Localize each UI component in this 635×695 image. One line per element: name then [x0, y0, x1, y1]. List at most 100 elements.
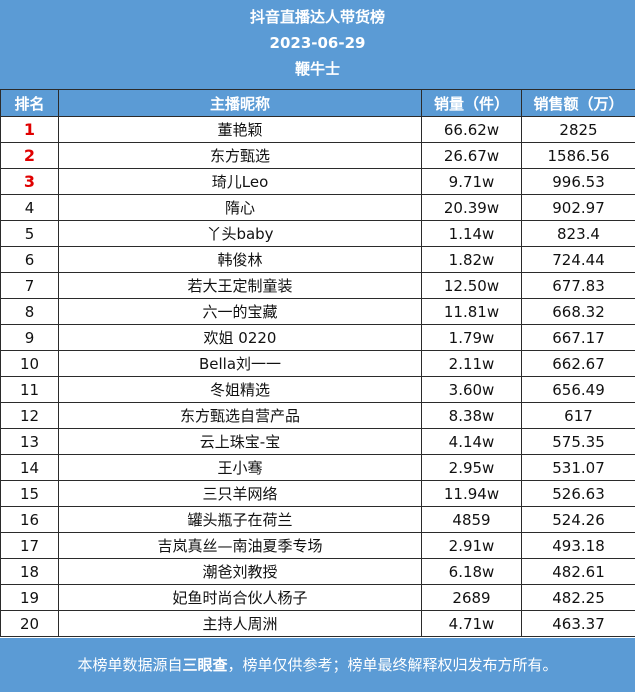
ranking-header: 抖音直播达人带货榜 2023-06-29 鞭牛士 — [0, 0, 635, 89]
rank-cell: 5 — [0, 220, 59, 247]
rank-cell: 7 — [0, 272, 59, 299]
streamer-name-cell: 云上珠宝-宝 — [58, 428, 422, 455]
sales-amount-cell: 526.63 — [521, 480, 635, 507]
rank-cell: 16 — [0, 506, 59, 533]
rank-cell: 4 — [0, 194, 59, 221]
rank-cell: 2 — [0, 142, 59, 169]
sales-amount-cell: 463.37 — [521, 610, 635, 637]
ranking-rows: 1 董艳颖 66.62w 2825 2 东方甄选 26.67w 1586.56 3 琦儿Leo 9.… — [0, 116, 635, 637]
streamer-name-cell: 主持人周洲 — [58, 610, 422, 637]
sales-amount-cell: 724.44 — [521, 246, 635, 273]
column-header-rank: 排名 — [0, 89, 59, 117]
sales-amount-cell: 524.26 — [521, 506, 635, 533]
rank-cell: 14 — [0, 454, 59, 481]
footer-source: 三眼查 — [182, 656, 228, 674]
sales-volume-cell: 12.50w — [421, 272, 522, 299]
footer-note: 本榜单数据源自三眼查，榜单仅供参考；榜单最终解释权归发布方所有。 — [0, 638, 635, 692]
sales-amount-cell: 667.17 — [521, 324, 635, 351]
sales-amount-cell: 482.61 — [521, 558, 635, 585]
table-row: 20 主持人周洲 4.71w 463.37 — [0, 610, 635, 637]
sales-volume-cell: 2.95w — [421, 454, 522, 481]
rank-cell: 11 — [0, 376, 59, 403]
rank-cell: 12 — [0, 402, 59, 429]
table-row: 10 Bella刘一一 2.11w 662.67 — [0, 350, 635, 377]
rank-cell: 15 — [0, 480, 59, 507]
publisher-name: 鞭牛士 — [294, 60, 340, 78]
sales-volume-cell: 2.11w — [421, 350, 522, 377]
column-header-volume: 销量（件） — [421, 89, 522, 117]
sales-amount-cell: 677.83 — [521, 272, 635, 299]
sales-amount-cell: 575.35 — [521, 428, 635, 455]
table-row: 5 丫头baby 1.14w 823.4 — [0, 220, 635, 247]
streamer-name-cell: 三只羊网络 — [58, 480, 422, 507]
sales-amount-cell: 531.07 — [521, 454, 635, 481]
ranking-title: 抖音直播达人带货榜 — [249, 8, 385, 26]
rank-cell: 10 — [0, 350, 59, 377]
table-row: 13 云上珠宝-宝 4.14w 575.35 — [0, 428, 635, 455]
ranking-table: 排名 主播昵称 销量（件） 销售额（万） 1 董艳颖 66.62w 2825 2 东方甄选… — [0, 89, 635, 637]
sales-amount-cell: 662.67 — [521, 350, 635, 377]
table-row: 6 韩俊林 1.82w 724.44 — [0, 246, 635, 273]
streamer-name-cell: 隋心 — [58, 194, 422, 221]
rank-cell: 3 — [0, 168, 59, 195]
column-header-sales: 销售额（万） — [521, 89, 635, 117]
streamer-name-cell: 妃鱼时尚合伙人杨子 — [58, 584, 422, 611]
footer-suffix: ，榜单仅供参考；榜单最终解释权归发布方所有。 — [227, 656, 558, 674]
sales-volume-cell: 4.71w — [421, 610, 522, 637]
streamer-name-cell: 欢姐 0220 — [58, 324, 422, 351]
sales-volume-cell: 11.94w — [421, 480, 522, 507]
streamer-name-cell: 丫头baby — [58, 220, 422, 247]
sales-amount-cell: 902.97 — [521, 194, 635, 221]
table-row: 1 董艳颖 66.62w 2825 — [0, 116, 635, 143]
sales-volume-cell: 2689 — [421, 584, 522, 611]
sales-amount-cell: 668.32 — [521, 298, 635, 325]
table-row: 12 东方甄选自营产品 8.38w 617 — [0, 402, 635, 429]
streamer-name-cell: 董艳颖 — [58, 116, 422, 143]
sales-volume-cell: 8.38w — [421, 402, 522, 429]
table-row: 7 若大王定制童装 12.50w 677.83 — [0, 272, 635, 299]
streamer-name-cell: 琦儿Leo — [58, 168, 422, 195]
rank-cell: 19 — [0, 584, 59, 611]
rank-cell: 17 — [0, 532, 59, 559]
sales-volume-cell: 2.91w — [421, 532, 522, 559]
rank-cell: 8 — [0, 298, 59, 325]
streamer-name-cell: 东方甄选 — [58, 142, 422, 169]
sales-amount-cell: 656.49 — [521, 376, 635, 403]
sales-volume-cell: 6.18w — [421, 558, 522, 585]
streamer-name-cell: 东方甄选自营产品 — [58, 402, 422, 429]
table-row: 4 隋心 20.39w 902.97 — [0, 194, 635, 221]
table-row: 3 琦儿Leo 9.71w 996.53 — [0, 168, 635, 195]
rank-cell: 1 — [0, 116, 59, 143]
streamer-name-cell: 王小骞 — [58, 454, 422, 481]
sales-volume-cell: 1.82w — [421, 246, 522, 273]
streamer-name-cell: 潮爸刘教授 — [58, 558, 422, 585]
table-row: 18 潮爸刘教授 6.18w 482.61 — [0, 558, 635, 585]
sales-volume-cell: 4859 — [421, 506, 522, 533]
sales-amount-cell: 1586.56 — [521, 142, 635, 169]
sales-volume-cell: 3.60w — [421, 376, 522, 403]
table-row: 11 冬姐精选 3.60w 656.49 — [0, 376, 635, 403]
rank-cell: 20 — [0, 610, 59, 637]
sales-volume-cell: 20.39w — [421, 194, 522, 221]
streamer-name-cell: 冬姐精选 — [58, 376, 422, 403]
table-header-row: 排名 主播昵称 销量（件） 销售额（万） — [0, 89, 635, 117]
sales-amount-cell: 617 — [521, 402, 635, 429]
rank-cell: 13 — [0, 428, 59, 455]
sales-amount-cell: 823.4 — [521, 220, 635, 247]
sales-amount-cell: 493.18 — [521, 532, 635, 559]
streamer-name-cell: 罐头瓶子在荷兰 — [58, 506, 422, 533]
sales-volume-cell: 1.79w — [421, 324, 522, 351]
table-row: 17 吉岚真丝—南油夏季专场 2.91w 493.18 — [0, 532, 635, 559]
sales-volume-cell: 26.67w — [421, 142, 522, 169]
sales-amount-cell: 2825 — [521, 116, 635, 143]
sales-amount-cell: 482.25 — [521, 584, 635, 611]
footer-prefix: 本榜单数据源自 — [77, 656, 183, 674]
rank-cell: 6 — [0, 246, 59, 273]
sales-volume-cell: 66.62w — [421, 116, 522, 143]
streamer-name-cell: Bella刘一一 — [58, 350, 422, 377]
sales-volume-cell: 9.71w — [421, 168, 522, 195]
streamer-name-cell: 若大王定制童装 — [58, 272, 422, 299]
table-row: 9 欢姐 0220 1.79w 667.17 — [0, 324, 635, 351]
column-header-name: 主播昵称 — [58, 89, 422, 117]
table-row: 15 三只羊网络 11.94w 526.63 — [0, 480, 635, 507]
